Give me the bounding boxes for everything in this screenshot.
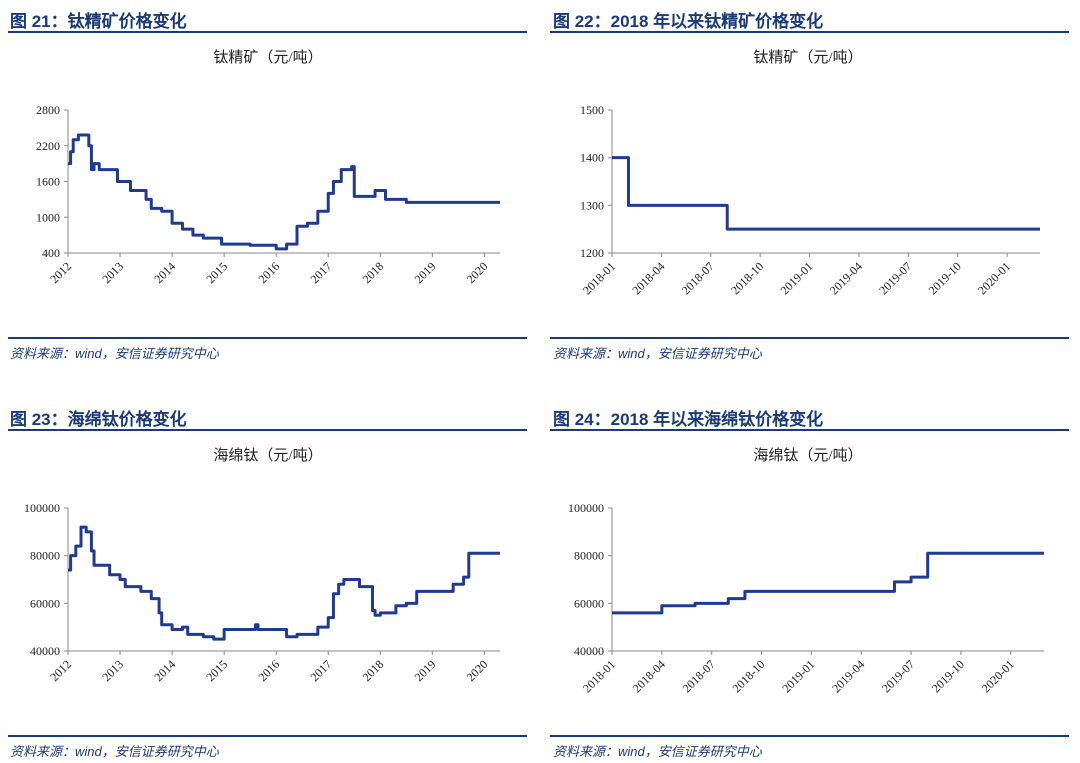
source-note: 资料来源：wind，安信证券研究中心 [553,744,762,759]
y-tick-label: 100000 [568,501,604,515]
figure-heading: 图 24：2018 年以来海绵钛价格变化 [553,410,824,429]
x-tick-label: 2015 [203,657,230,684]
y-tick-label: 80000 [30,549,60,563]
x-tick-label: 2018 [360,259,387,286]
chart-title: 海绵钛（元/吨） [753,447,862,464]
price-line [68,525,500,641]
y-tick-label: 40000 [30,644,60,658]
x-tick-label: 2018-10 [729,657,767,695]
x-tick-label: 2017 [307,657,334,684]
rule [550,735,1069,737]
chart-title: 海绵钛（元/吨） [213,447,322,464]
x-tick-label: 2020-01 [975,259,1013,297]
rule [550,429,1069,431]
source-note: 资料来源：wind，安信证券研究中心 [10,744,219,759]
y-tick-label: 1600 [36,175,60,189]
chart-title: 钛精矿（元/吨） [213,49,322,66]
x-tick-label: 2018-01 [580,259,618,297]
source-note: 资料来源：wind，安信证券研究中心 [553,346,762,361]
rule [8,429,527,431]
rule [8,31,527,33]
x-tick-label: 2018-01 [580,657,618,695]
x-tick-label: 2019-01 [777,259,815,297]
x-tick-label: 2012 [47,657,74,684]
y-tick-label: 1300 [580,198,604,212]
x-tick-label: 2012 [47,259,74,286]
figure-heading: 图 23：海绵钛价格变化 [10,410,187,429]
x-tick-label: 2020-01 [979,657,1017,695]
x-tick-label: 2018-10 [728,259,766,297]
x-tick-label: 2020 [464,259,491,286]
x-tick-label: 2019-10 [929,657,967,695]
price-line [612,156,1040,231]
rule [550,337,1069,339]
x-tick-label: 2019-07 [879,657,917,695]
y-tick-label: 1400 [580,151,604,165]
y-tick-label: 60000 [30,596,60,610]
x-tick-label: 2019 [412,259,439,286]
x-tick-label: 2015 [203,259,230,286]
chart-title: 钛精矿（元/吨） [753,49,862,66]
x-tick-label: 2019 [412,657,439,684]
y-tick-label: 1500 [580,103,604,117]
x-tick-label: 2019-07 [876,259,914,297]
x-tick-label: 2016 [255,657,282,684]
x-tick-label: 2014 [151,259,178,286]
figure-heading: 图 22：2018 年以来钛精矿价格变化 [553,12,824,31]
rule [550,31,1069,33]
y-tick-label: 100000 [24,501,60,515]
figure-heading: 图 21：钛精矿价格变化 [10,12,187,31]
y-tick-label: 1200 [580,246,604,260]
x-tick-label: 2020 [464,657,491,684]
source-note: 资料来源：wind，安信证券研究中心 [10,346,219,361]
y-tick-label: 400 [42,246,60,260]
y-tick-label: 60000 [574,596,604,610]
rule [8,735,527,737]
x-tick-label: 2018-07 [679,259,717,297]
x-tick-label: 2014 [151,657,178,684]
x-tick-label: 2019-01 [779,657,817,695]
price-line [68,133,500,251]
x-tick-label: 2019-04 [829,657,867,695]
y-tick-label: 80000 [574,549,604,563]
rule [8,337,527,339]
x-tick-label: 2016 [255,259,282,286]
price-line [612,551,1044,615]
x-tick-label: 2017 [307,259,334,286]
x-tick-label: 2019-10 [926,259,964,297]
y-tick-label: 2200 [36,139,60,153]
y-tick-label: 2800 [36,103,60,117]
x-tick-label: 2019-04 [827,259,865,297]
x-tick-label: 2013 [99,259,126,286]
x-tick-label: 2018-07 [680,657,718,695]
y-tick-label: 40000 [574,644,604,658]
x-tick-label: 2018 [360,657,387,684]
y-tick-label: 1000 [36,210,60,224]
x-tick-label: 2018-04 [630,657,668,695]
x-tick-label: 2013 [99,657,126,684]
x-tick-label: 2018-04 [629,259,667,297]
